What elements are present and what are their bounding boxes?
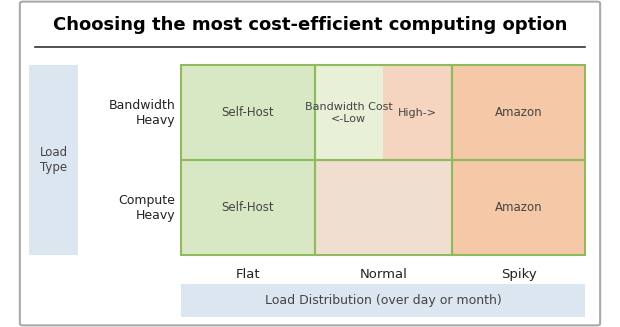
Text: Spiky: Spiky [501, 268, 537, 281]
Bar [314, 160, 452, 255]
Bar [383, 65, 452, 160]
Text: Compute
Heavy: Compute Heavy [118, 194, 175, 222]
Text: Amazon: Amazon [495, 201, 542, 214]
Bar [314, 65, 452, 160]
Bar [181, 160, 314, 255]
Text: Self-Host: Self-Host [221, 106, 274, 119]
Text: Self-Host: Self-Host [221, 201, 274, 214]
Text: Choosing the most cost-efficient computing option: Choosing the most cost-efficient computi… [53, 15, 567, 34]
Text: Load Distribution (over day or month): Load Distribution (over day or month) [265, 294, 502, 307]
Text: Bandwidth
Heavy: Bandwidth Heavy [108, 99, 175, 127]
Bar [181, 160, 314, 255]
Bar [314, 160, 452, 255]
Bar [29, 65, 79, 255]
Bar [314, 65, 383, 160]
Bar [452, 160, 585, 255]
FancyBboxPatch shape [20, 2, 600, 325]
Text: Bandwidth Cost
<-Low: Bandwidth Cost <-Low [305, 102, 392, 124]
Text: High->: High-> [398, 108, 437, 118]
Bar [452, 65, 585, 160]
Text: Amazon: Amazon [495, 106, 542, 119]
Bar [452, 160, 585, 255]
Text: Normal: Normal [360, 268, 407, 281]
Bar [181, 284, 585, 317]
Bar [181, 65, 314, 160]
Bar [452, 65, 585, 160]
Text: Load
Type: Load Type [40, 146, 68, 174]
Text: Flat: Flat [236, 268, 260, 281]
Bar [181, 65, 314, 160]
